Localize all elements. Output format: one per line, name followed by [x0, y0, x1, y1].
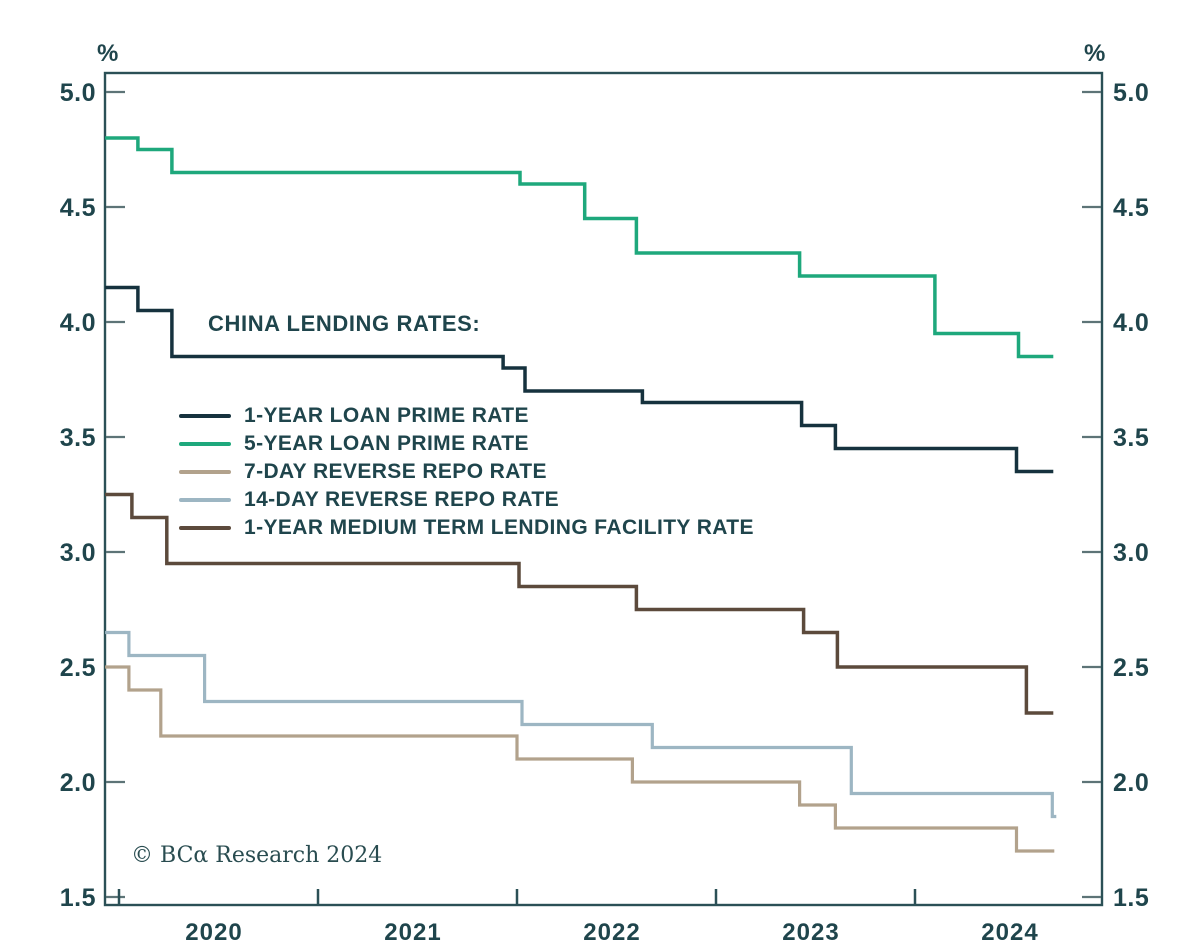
y-tick-label-right: 2.0 — [1113, 769, 1149, 797]
legend-item-0: 1-YEAR LOAN PRIME RATE — [179, 402, 754, 430]
legend-item-label: 5-YEAR LOAN PRIME RATE — [244, 432, 529, 455]
y-tick-label-right: 1.5 — [1113, 884, 1149, 912]
legend-line-swatch — [179, 498, 231, 502]
y-tick-label-left: 4.0 — [60, 309, 96, 337]
y-tick-label-left: 4.5 — [60, 194, 96, 222]
chart-title: CHINA LENDING RATES: — [208, 311, 481, 336]
x-tick-label: 2023 — [782, 919, 839, 946]
y-tick-label-right: 3.5 — [1113, 424, 1149, 452]
y-tick-label-left: 5.0 — [60, 79, 96, 107]
series-line-3 — [105, 630, 1057, 819]
y-tick-label-left: 2.5 — [60, 654, 96, 682]
y-axis-unit-left: % — [97, 40, 119, 67]
legend-item-label: 1-YEAR LOAN PRIME RATE — [244, 404, 529, 427]
legend-line-swatch — [179, 526, 231, 530]
y-tick-label-left: 3.0 — [60, 539, 96, 567]
legend-item-3: 14-DAY REVERSE REPO RATE — [179, 486, 754, 514]
x-tick-label: 2020 — [185, 919, 242, 946]
y-tick-label-left: 1.5 — [60, 884, 96, 912]
x-tick-label: 2024 — [981, 919, 1038, 946]
y-tick-label-right: 4.0 — [1113, 309, 1149, 337]
plot-frame — [103, 71, 1104, 907]
x-tick-label: 2022 — [583, 919, 640, 946]
legend-item-label: 1-YEAR MEDIUM TERM LENDING FACILITY RATE — [244, 516, 754, 539]
legend-line-swatch — [179, 414, 231, 418]
legend-line-swatch — [179, 470, 231, 474]
x-tick-label: 2021 — [384, 919, 441, 946]
copyright-note: © BCα Research 2024 — [131, 843, 383, 868]
y-tick-label-right: 2.5 — [1113, 654, 1149, 682]
legend-item-4: 1-YEAR MEDIUM TERM LENDING FACILITY RATE — [179, 514, 754, 542]
legend: 1-YEAR LOAN PRIME RATE 5-YEAR LOAN PRIME… — [179, 402, 754, 542]
y-tick-label-right: 4.5 — [1113, 194, 1149, 222]
y-axis-unit-right: % — [1084, 40, 1106, 67]
series-line-4 — [105, 492, 1054, 715]
legend-item-1: 5-YEAR LOAN PRIME RATE — [179, 430, 754, 458]
series-line-1 — [105, 136, 1054, 359]
legend-line-swatch — [179, 442, 231, 446]
legend-item-2: 7-DAY REVERSE REPO RATE — [179, 458, 754, 486]
y-tick-label-right: 3.0 — [1113, 539, 1149, 567]
series-line-0 — [105, 285, 1054, 474]
y-tick-label-left: 3.5 — [60, 424, 96, 452]
y-tick-label-left: 2.0 — [60, 769, 96, 797]
legend-item-label: 7-DAY REVERSE REPO RATE — [244, 460, 547, 483]
y-tick-label-right: 5.0 — [1113, 79, 1149, 107]
legend-item-label: 14-DAY REVERSE REPO RATE — [244, 488, 559, 511]
series-line-2 — [105, 665, 1055, 853]
